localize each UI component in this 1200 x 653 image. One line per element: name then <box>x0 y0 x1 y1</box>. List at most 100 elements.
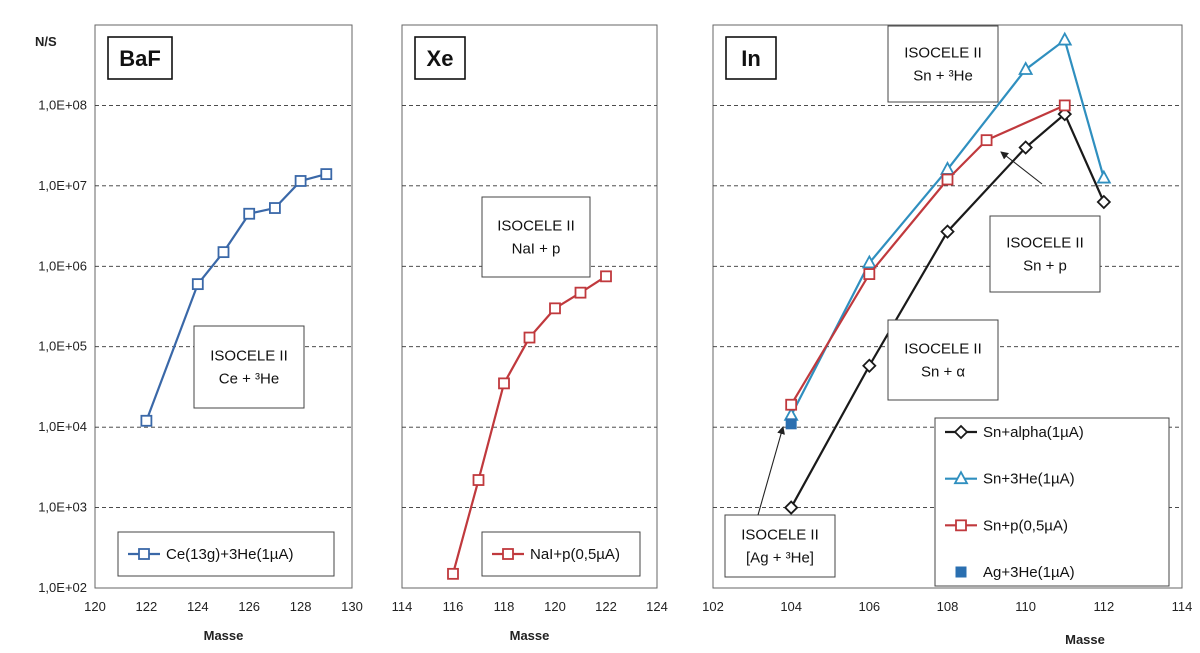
data-point <box>1018 140 1033 155</box>
x-tick-label: 106 <box>858 599 880 614</box>
data-point <box>217 246 230 259</box>
annotation-box <box>887 319 999 401</box>
annotation-text-line: Sn + p <box>1023 258 1067 275</box>
data-point <box>863 268 876 280</box>
legend-label: NaI+p(0,5µA) <box>530 546 620 563</box>
data-point <box>1058 99 1071 112</box>
data-point <box>861 254 877 269</box>
annotation-text-line: Sn + α <box>921 364 965 381</box>
annotation-box <box>887 25 999 103</box>
annotation-text-line: NaI + p <box>512 241 561 258</box>
x-tick-label: 110 <box>1015 599 1036 614</box>
chart-panel-xe: 114 116 118 120 122 124 Masse Xe NaI+p(0,5µA) <box>392 24 668 643</box>
annotation-text-line: ISOCELE II <box>1006 235 1084 252</box>
data-point <box>498 377 510 390</box>
annotation-text: ISOCELE II [Ag + ³He] <box>741 527 819 567</box>
data-point <box>320 168 333 181</box>
x-axis-title: Masse <box>204 628 244 643</box>
annotation-text-line: ISOCELE II <box>741 527 819 544</box>
data-point <box>268 202 281 214</box>
panel-label: In <box>741 46 761 71</box>
chart-panel-baf: 120 122 124 126 128 130 Masse BaF Ce(13g)+3He(1µ… <box>84 24 363 643</box>
data-point <box>783 500 799 515</box>
panel-label: Xe <box>427 46 454 71</box>
series-ag-3he-1-a- <box>785 418 797 430</box>
panel-label-box <box>414 36 466 80</box>
data-point <box>191 278 204 291</box>
x-tick-label: 122 <box>595 599 617 614</box>
x-tick-label: 120 <box>84 599 106 614</box>
x-tick-label: 102 <box>702 599 724 614</box>
plot-area <box>401 24 658 589</box>
x-tick-label: 104 <box>780 599 802 614</box>
data-point <box>447 567 459 580</box>
x-tick-label: 108 <box>937 599 959 614</box>
panel-label: BaF <box>119 46 161 71</box>
data-point <box>549 302 561 315</box>
legend-label: Sn+alpha(1µA) <box>983 424 1084 441</box>
legend-swatch-marker <box>953 470 969 485</box>
x-tick-label: 124 <box>646 599 668 614</box>
chart-panel-in: 102 104 106 108 110 112 114 Masse In Sn+alpha(1µA… <box>702 24 1193 647</box>
data-point <box>980 134 993 147</box>
y-tick-label: 1,0E+05 <box>38 339 87 354</box>
y-tick-label: 1,0E+08 <box>38 97 87 112</box>
annotation-text-line: [Ag + ³He] <box>746 550 814 567</box>
series-sn-alpha-1-a- <box>783 106 1112 515</box>
panel-label-box <box>725 36 777 80</box>
x-tick-label: 114 <box>1172 599 1193 614</box>
legend-swatch-marker <box>955 519 967 532</box>
x-tick-label: 122 <box>136 599 158 614</box>
series-line <box>790 38 1105 416</box>
series-ce-13g-3he-1-a- <box>140 168 333 427</box>
data-point <box>574 286 587 299</box>
annotation-text: ISOCELE II Ce + ³He <box>210 348 288 388</box>
legend-label: Ag+3He(1µA) <box>983 564 1075 581</box>
data-point <box>1096 194 1112 210</box>
x-tick-label: 116 <box>443 599 464 614</box>
data-point <box>523 331 536 344</box>
data-point <box>1018 61 1034 75</box>
annotation-box <box>724 514 836 578</box>
legend-swatch-marker <box>502 548 514 560</box>
x-tick-label: 126 <box>238 599 260 614</box>
callout-arrow <box>1000 151 1043 185</box>
callout-arrow <box>757 426 785 516</box>
data-point <box>785 418 797 430</box>
legend-box <box>934 417 1170 587</box>
y-tick-label: 1,0E+07 <box>38 178 87 193</box>
y-tick-label: 1,0E+04 <box>38 419 87 434</box>
x-axis-title: Masse <box>510 628 550 643</box>
data-point <box>862 358 877 374</box>
x-axis-title: Masse <box>1065 632 1105 647</box>
data-point <box>294 175 307 187</box>
plot-area <box>94 24 353 589</box>
data-point <box>140 414 153 427</box>
x-tick-label: 124 <box>187 599 209 614</box>
annotation-text-line: ISOCELE II <box>904 341 982 358</box>
annotation-text: ISOCELE II Sn + p <box>1006 235 1084 275</box>
annotation-text: ISOCELE II Sn + α <box>904 341 982 381</box>
data-point <box>785 398 798 411</box>
x-tick-label: 114 <box>392 599 413 614</box>
y-tick-label: 1,0E+06 <box>38 258 87 273</box>
annotation-box <box>481 196 591 278</box>
annotation-text: ISOCELE II Sn + ³He <box>904 45 982 85</box>
data-point <box>1057 31 1073 46</box>
legend-label: Sn+3He(1µA) <box>983 471 1075 488</box>
x-tick-label: 130 <box>341 599 363 614</box>
data-point <box>243 207 256 220</box>
x-tick-label: 128 <box>290 599 312 614</box>
annotation-box <box>989 215 1101 293</box>
panel-label-box <box>107 36 173 80</box>
y-tick-label: 1,0E+02 <box>38 580 87 595</box>
annotation-text: ISOCELE II NaI + p <box>497 218 575 258</box>
data-point <box>1096 169 1112 184</box>
y-tick-label: 1,0E+03 <box>38 500 87 515</box>
series-nai-p-0-5-a- <box>447 270 612 580</box>
x-tick-label: 120 <box>544 599 566 614</box>
annotation-text-line: ISOCELE II <box>497 218 575 235</box>
legend-swatch-marker <box>953 424 969 440</box>
